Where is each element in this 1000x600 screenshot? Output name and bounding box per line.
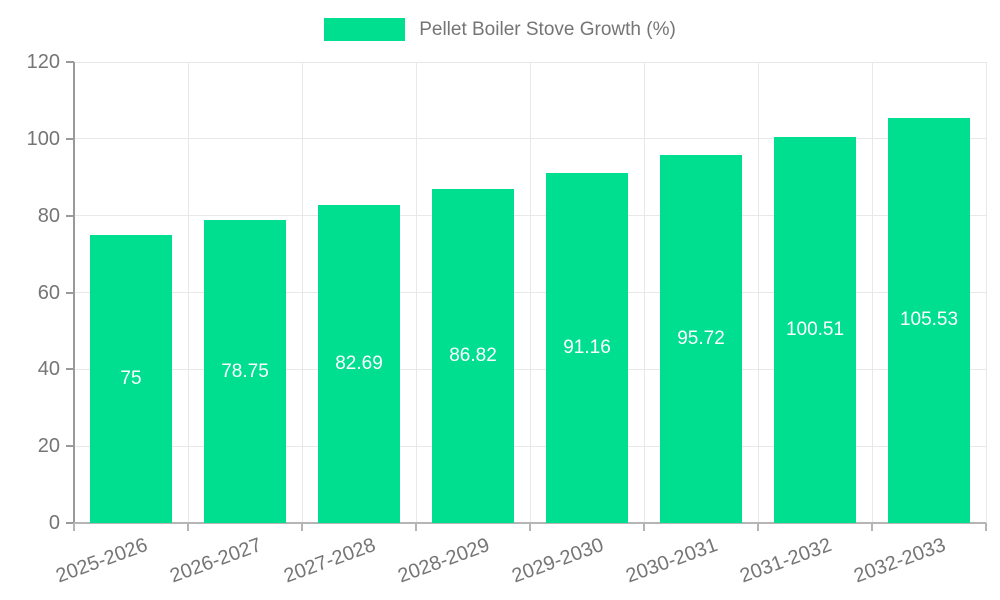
x-axis-tick xyxy=(301,523,303,531)
y-axis-tick-label: 120 xyxy=(26,51,60,73)
bar-value-label: 75 xyxy=(120,367,142,389)
y-axis-tick xyxy=(66,522,74,524)
y-axis-line xyxy=(73,62,75,531)
y-axis-tick-label: 0 xyxy=(48,512,60,534)
gridline-vertical xyxy=(301,62,303,523)
x-axis-tick xyxy=(871,523,873,531)
y-axis-tick xyxy=(66,291,74,294)
gridline-vertical xyxy=(757,62,759,523)
bar-value-label: 78.75 xyxy=(221,360,269,382)
legend-swatch-icon xyxy=(324,18,406,41)
y-axis-tick-label: 60 xyxy=(37,281,60,304)
bar-value-label: 86.82 xyxy=(449,345,497,367)
bar[interactable]: 105.53 xyxy=(888,117,970,523)
y-axis-tick-label: 20 xyxy=(37,435,60,458)
gridline-vertical xyxy=(985,62,987,523)
bar-value-label: 105.53 xyxy=(899,309,959,331)
x-axis-tick xyxy=(757,523,759,531)
bar[interactable]: 75 xyxy=(90,234,172,523)
x-axis-tick xyxy=(415,523,417,531)
bar[interactable]: 82.69 xyxy=(318,205,400,523)
y-axis-tick xyxy=(66,368,74,371)
bar[interactable]: 86.82 xyxy=(432,189,514,523)
bar-value-label: 82.69 xyxy=(335,353,383,375)
gridline-vertical xyxy=(529,62,531,523)
x-axis-tick xyxy=(187,523,189,531)
bar-value-label: 100.51 xyxy=(785,318,845,340)
y-axis-tick xyxy=(66,61,74,63)
y-axis-tick xyxy=(66,137,74,140)
gridline-vertical xyxy=(187,62,189,523)
bar-value-label: 91.16 xyxy=(563,336,611,358)
bar[interactable]: 91.16 xyxy=(546,172,628,523)
y-axis-tick-label: 100 xyxy=(26,127,60,150)
y-axis-tick xyxy=(66,445,74,448)
chart-legend[interactable]: Pellet Boiler Stove Growth (%) xyxy=(0,18,1000,41)
bar-value-label: 95.72 xyxy=(677,328,725,350)
bar[interactable]: 78.75 xyxy=(204,220,286,523)
legend-label: Pellet Boiler Stove Growth (%) xyxy=(419,18,676,40)
bar[interactable]: 100.51 xyxy=(774,136,856,523)
gridline-vertical xyxy=(415,62,417,523)
y-axis-tick-label: 80 xyxy=(37,204,60,227)
x-axis-tick xyxy=(73,523,75,531)
bar[interactable]: 95.72 xyxy=(660,155,742,523)
gridline-vertical xyxy=(871,62,873,523)
x-axis-tick xyxy=(529,523,531,531)
gridline-vertical xyxy=(643,62,645,523)
x-axis-tick xyxy=(985,523,987,531)
y-axis-tick-label: 40 xyxy=(37,358,60,381)
y-axis-tick xyxy=(66,214,74,217)
x-axis-tick xyxy=(643,523,645,531)
